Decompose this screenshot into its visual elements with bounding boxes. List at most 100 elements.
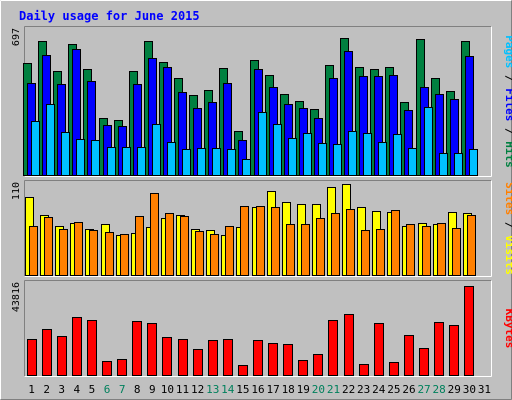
x-tick-label-day-20: 20	[312, 383, 325, 396]
bar-kbytes-day-16	[253, 340, 263, 376]
bar-pages-day-23	[363, 133, 372, 176]
bar-sites-day-25	[391, 210, 400, 276]
bar-pages-day-22	[348, 131, 357, 176]
bar-kbytes-day-2	[42, 329, 52, 376]
panel-top-max-label: 697	[11, 28, 22, 46]
bar-sites-day-18	[286, 224, 295, 276]
panel-top-legend: Pages / Files / Hits	[503, 35, 512, 168]
x-tick-label-day-29: 29	[448, 383, 461, 396]
x-tick-label-day-9: 9	[149, 383, 156, 396]
bar-kbytes-day-10	[162, 337, 172, 376]
x-tick-label-day-7: 7	[119, 383, 126, 396]
bar-sites-day-30	[467, 215, 476, 276]
bar-kbytes-day-18	[283, 344, 293, 376]
panel-middle: 110 Sites / Visits	[11, 180, 512, 277]
x-tick-label-day-14: 14	[221, 383, 235, 396]
x-tick-label-day-5: 5	[89, 383, 96, 396]
x-tick-label-day-27: 27	[417, 383, 430, 396]
bar-sites-day-10	[165, 213, 174, 276]
bar-sites-day-9	[150, 193, 159, 276]
panel-bottom-legend: KBytes	[503, 309, 512, 349]
bar-pages-day-27	[424, 107, 433, 176]
bar-kbytes-day-27	[419, 348, 429, 376]
x-tick-label-day-15: 15	[236, 383, 249, 396]
x-tick-label-day-3: 3	[58, 383, 65, 396]
bar-sites-day-20	[316, 218, 325, 276]
bar-kbytes-day-15	[238, 365, 248, 376]
bar-pages-day-3	[61, 132, 70, 176]
bar-kbytes-day-13	[208, 340, 218, 376]
bar-pages-day-16	[258, 112, 267, 176]
x-tick-label-day-1: 1	[28, 383, 35, 396]
bar-pages-day-2	[46, 104, 55, 176]
bar-sites-day-7	[120, 234, 129, 276]
bar-kbytes-day-8	[132, 321, 142, 376]
panel-bottom-max-label: 43816	[11, 282, 22, 312]
x-tick-label-day-26: 26	[402, 383, 415, 396]
bar-pages-day-7	[122, 147, 131, 176]
bar-pages-day-12	[197, 148, 206, 176]
bar-pages-day-9	[152, 124, 161, 176]
legend-entry-pages: Pages	[503, 35, 512, 68]
bar-pages-day-14	[227, 149, 236, 176]
legend-separator: /	[503, 121, 512, 141]
bar-sites-day-26	[406, 224, 415, 276]
bar-kbytes-day-11	[178, 339, 188, 376]
bar-sites-day-3	[59, 229, 68, 276]
x-tick-label-day-25: 25	[387, 383, 400, 396]
bar-pages-day-4	[76, 139, 85, 176]
bar-sites-day-8	[135, 216, 144, 276]
bar-pages-day-13	[212, 148, 221, 176]
x-tick-label-day-23: 23	[357, 383, 370, 396]
bar-sites-day-17	[271, 207, 280, 276]
bar-sites-day-19	[301, 224, 310, 276]
chart-panels: 697 Pages / Files / Hits 110 Sites / Visits…	[11, 26, 512, 377]
bar-sites-day-22	[346, 209, 355, 276]
x-tick-label-day-21: 21	[327, 383, 340, 396]
legend-entry-kbytes: KBytes	[503, 309, 512, 349]
bar-kbytes-day-28	[434, 322, 444, 376]
x-tick-label-day-24: 24	[372, 383, 386, 396]
x-axis-day-labels: 1 2 3 4 5 6 7 8 9 10 11 12 13 14 15 16 17 18 19 20 21 22 23 24 2…	[28, 383, 491, 396]
panel-bottom: 43816 KBytes	[11, 280, 512, 377]
bar-pages-day-30	[469, 149, 478, 176]
bar-sites-day-14	[225, 226, 234, 276]
bar-sites-day-27	[422, 226, 431, 276]
x-tick-label-day-31: 31	[478, 383, 491, 396]
x-tick-label-day-8: 8	[134, 383, 141, 396]
bar-kbytes-day-25	[389, 362, 399, 376]
bar-pages-day-8	[137, 147, 146, 176]
x-tick-label-day-10: 10	[161, 383, 174, 396]
bar-kbytes-day-4	[72, 317, 82, 376]
bar-pages-day-24	[378, 142, 387, 176]
bar-sites-day-21	[331, 213, 340, 276]
panel-middle-legend: Sites / Visits	[503, 182, 512, 275]
x-tick-label-day-22: 22	[342, 383, 355, 396]
bar-pages-day-21	[333, 144, 342, 176]
bar-pages-day-1	[31, 121, 40, 176]
bar-pages-day-18	[288, 138, 297, 176]
bar-kbytes-day-29	[449, 325, 459, 376]
x-tick-label-day-12: 12	[191, 383, 204, 396]
bar-sites-day-24	[376, 229, 385, 276]
bar-sites-day-12	[195, 231, 204, 276]
bar-sites-day-13	[210, 234, 219, 276]
panel-top: 697 Pages / Files / Hits	[11, 26, 512, 177]
bar-pages-day-17	[273, 124, 282, 176]
bar-sites-day-28	[437, 223, 446, 276]
legend-entry-sites: Sites	[503, 182, 512, 215]
bar-pages-day-25	[393, 134, 402, 176]
bar-kbytes-day-14	[223, 339, 233, 376]
bar-kbytes-day-3	[57, 336, 67, 376]
bar-sites-day-4	[74, 222, 83, 276]
x-tick-label-day-30: 30	[463, 383, 476, 396]
bar-kbytes-day-5	[87, 320, 97, 376]
x-tick-label-day-19: 19	[297, 383, 310, 396]
legend-entry-hits: Hits	[503, 141, 512, 168]
x-tick-label-day-13: 13	[206, 383, 219, 396]
x-tick-label-day-11: 11	[176, 383, 189, 396]
panel-middle-max-label: 110	[11, 182, 22, 200]
legend-separator: /	[503, 68, 512, 88]
bar-kbytes-day-7	[117, 359, 127, 376]
